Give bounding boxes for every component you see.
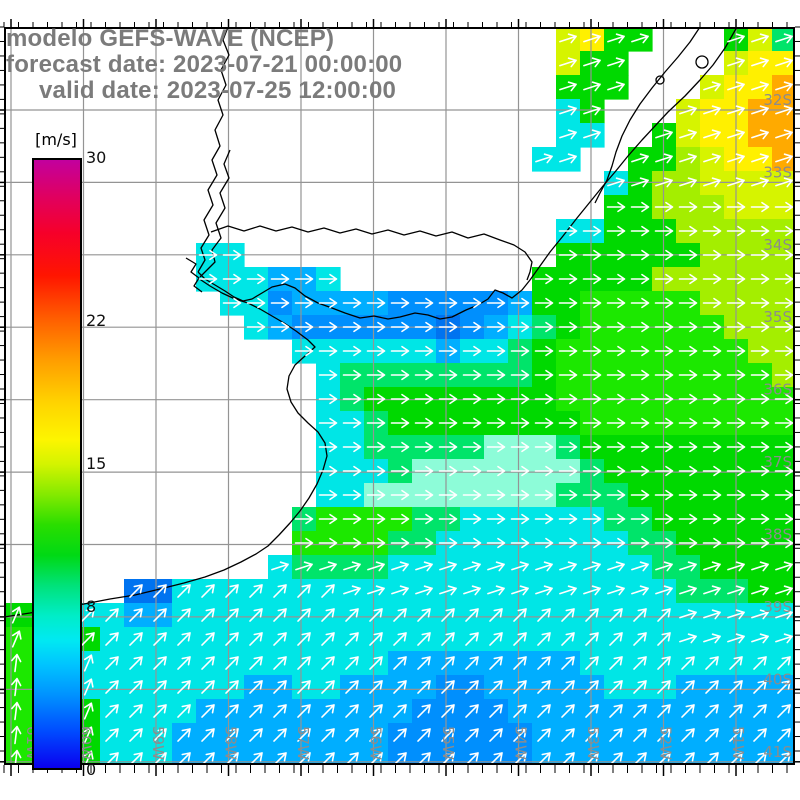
forecast-date-line: forecast date: 2023-07-21 00:00:00 <box>6 51 403 78</box>
latitude-label: 35S <box>763 308 792 326</box>
latitude-label: 39S <box>763 598 792 616</box>
axis-ticks <box>0 19 800 776</box>
longitude-label: 57W <box>294 726 312 760</box>
map-border <box>4 27 795 765</box>
coastline-path <box>197 27 738 320</box>
colorbar-tick-label: 8 <box>86 596 97 616</box>
coastline-path <box>199 149 231 278</box>
longitude-label: 54W <box>512 726 530 760</box>
longitude-label: 51W <box>729 726 747 760</box>
coastline-path <box>4 277 328 618</box>
colorbar-tick-label: 30 <box>86 148 107 167</box>
latitude-label: 40S <box>763 670 792 688</box>
latitude-label: 32S <box>763 91 792 109</box>
colorbar-gradient <box>34 160 80 768</box>
colorbar-tick-label: 22 <box>86 311 107 331</box>
lagoon-outline <box>655 75 665 85</box>
latitude-label: 37S <box>763 453 792 471</box>
longitude-label: 59W <box>149 726 167 760</box>
coastline-path <box>197 27 230 273</box>
longitude-label: 55W <box>439 726 457 760</box>
latitude-label: 33S <box>763 163 792 181</box>
coastline-path <box>210 225 533 281</box>
coastline-path <box>594 27 701 204</box>
coastline-path <box>185 257 203 293</box>
longitude-label: 53W <box>584 726 602 760</box>
lagoon-outline <box>695 55 709 69</box>
latitude-label: 34S <box>763 236 792 254</box>
latitude-label: 41S <box>763 743 792 761</box>
colorbar <box>32 158 82 770</box>
colorbar-tick-label: 0 <box>86 760 97 779</box>
colorbar-tick-label: 15 <box>86 454 107 473</box>
longitude-label: 52W <box>657 726 675 760</box>
coastline-layer <box>4 27 738 618</box>
latitude-label: 36S <box>763 381 792 399</box>
latitude-label: 38S <box>763 526 792 544</box>
valid-date-line: valid date: 2023-07-25 12:00:00 <box>39 77 397 104</box>
model-title: modelo GEFS-WAVE (NCEP) <box>6 25 335 52</box>
colorbar-unit-label: [m/s] <box>35 130 77 149</box>
longitude-label: 58W <box>222 726 240 760</box>
title-block: modelo GEFS-WAVE (NCEP) forecast date: 2… <box>6 26 402 104</box>
longitude-label: 56W <box>367 726 385 760</box>
